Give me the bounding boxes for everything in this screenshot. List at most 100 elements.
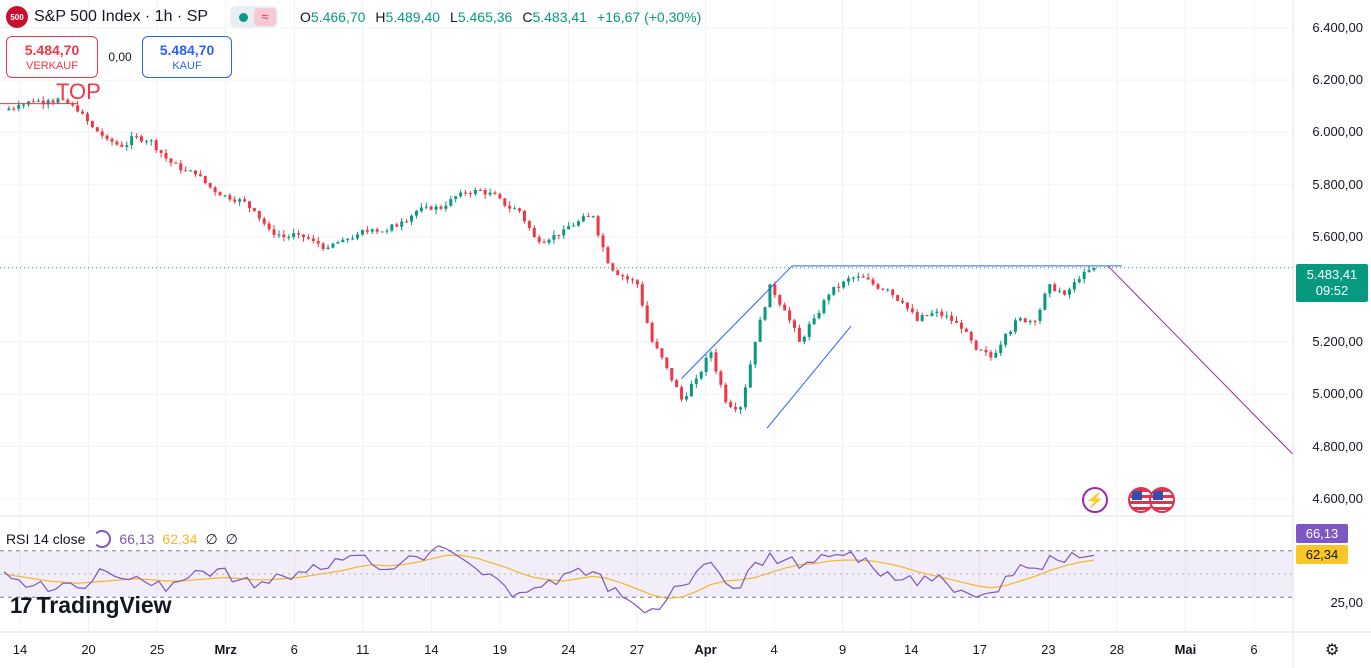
event-bolt-icon[interactable]: ⚡ (1082, 487, 1108, 513)
candle-up (822, 300, 826, 313)
drawings[interactable] (0, 103, 1294, 455)
price-tick-label: 6.000,00 (1312, 124, 1363, 140)
candle-up (356, 234, 360, 239)
price-tick-label: 6.400,00 (1312, 19, 1363, 35)
time-tick-label: 6 (1250, 642, 1258, 657)
candle-up (684, 396, 688, 400)
trade-panel: 5.484,70 VERKAUF 0,00 5.484,70 KAUF (6, 36, 232, 78)
candle-up (709, 352, 713, 358)
sell-price: 5.484,70 (24, 42, 80, 58)
candle-up (513, 208, 517, 210)
price-tick-label: 6.200,00 (1312, 72, 1363, 88)
candle-down (90, 121, 94, 128)
candle-up (920, 315, 924, 321)
time-tick-label: 20 (81, 642, 96, 657)
symbol-logo[interactable]: 500 (6, 6, 28, 28)
candle-up (449, 199, 453, 206)
candle-down (797, 327, 801, 342)
tv-logo-icon: 17 (10, 592, 33, 618)
candle-up (562, 229, 566, 236)
candle-down (596, 216, 600, 236)
time-tick-label: Mai (1174, 642, 1197, 657)
candle-down (51, 100, 55, 103)
buy-button[interactable]: 5.484,70 KAUF (142, 36, 232, 78)
chart-header: 500 S&P 500 Index · 1h · SP ≈ O5.466,70 … (6, 6, 701, 28)
candle-up (1009, 331, 1013, 334)
candle-down (76, 105, 80, 112)
rsi-title[interactable]: RSI 14 close (6, 531, 86, 547)
candle-down (905, 302, 909, 309)
candle-down (714, 352, 718, 372)
sell-button[interactable]: 5.484,70 VERKAUF (6, 36, 98, 78)
symbol-title[interactable]: S&P 500 Index · 1h · SP (34, 8, 209, 25)
candle-down (179, 163, 183, 171)
candle-up (1072, 282, 1076, 290)
candle-down (164, 152, 168, 159)
candle-up (454, 196, 458, 200)
candle-up (547, 239, 551, 243)
candle-down (174, 162, 178, 164)
candle-down (773, 284, 777, 296)
candle-down (439, 206, 443, 209)
candle-down (557, 234, 561, 236)
candle-down (95, 127, 99, 132)
spread-value: 0,00 (108, 50, 132, 64)
candle-down (483, 190, 487, 195)
candle-down (1053, 284, 1057, 292)
candle-down (66, 99, 70, 104)
candle-down (282, 234, 286, 238)
market-status-pill[interactable]: ≈ (230, 6, 279, 28)
last-price: 5.483,41 (1306, 267, 1358, 282)
candle-up (1004, 333, 1008, 345)
rsi-legend[interactable]: RSI 14 close 66,13 62,34 ∅ ∅ (0, 528, 244, 550)
candle-up (144, 141, 148, 143)
candle-up (1067, 289, 1071, 295)
candle-down (518, 208, 522, 211)
top-annotation[interactable]: TOP (56, 79, 101, 104)
candle-up (380, 231, 384, 233)
time-tick-label: 17 (972, 642, 987, 657)
rsi-ma-tag: 62,34 (1296, 545, 1348, 564)
candle-down (989, 352, 993, 358)
candle-up (552, 234, 556, 240)
candle-up (277, 234, 281, 236)
buy-label: KAUF (172, 60, 202, 72)
candle-down (12, 108, 16, 110)
candle-down (81, 111, 85, 114)
candle-down (670, 368, 674, 381)
projection-line (1107, 265, 1294, 455)
candle-down (120, 144, 124, 147)
tradingview-logo[interactable]: 17 TradingView (10, 592, 172, 619)
candle-down (243, 199, 247, 202)
candle-down (208, 183, 212, 188)
candle-down (321, 243, 325, 249)
time-tick-label: Mrz (214, 642, 237, 657)
candle-down (891, 289, 895, 296)
settings-gear-icon[interactable]: ⚙ (1325, 642, 1340, 659)
candle-down (655, 341, 659, 349)
candle-down (724, 384, 728, 403)
candle-down (532, 227, 536, 238)
candle-up (27, 101, 31, 105)
wave-icon[interactable]: ≈ (254, 8, 277, 26)
time-tick-label: 4 (770, 642, 778, 657)
candle-up (125, 145, 129, 147)
candle-up (1048, 284, 1052, 294)
time-tick-label: 25 (149, 642, 165, 657)
candle-down (778, 295, 782, 305)
candle-down (262, 218, 266, 224)
rsi-null-2: ∅ (225, 530, 238, 547)
us-flag-icon[interactable] (1149, 487, 1175, 513)
candle-down (611, 263, 615, 271)
candle-up (331, 243, 335, 248)
candle-down (135, 136, 139, 138)
price-tick-label: 5.600,00 (1312, 229, 1363, 245)
candle-up (341, 239, 345, 243)
candle-down (527, 221, 531, 228)
buy-price: 5.484,70 (159, 42, 215, 58)
candle-down (233, 199, 237, 202)
candle-down (159, 150, 163, 153)
candle-down (306, 237, 310, 239)
bar-countdown: 09:52 (1315, 283, 1349, 298)
